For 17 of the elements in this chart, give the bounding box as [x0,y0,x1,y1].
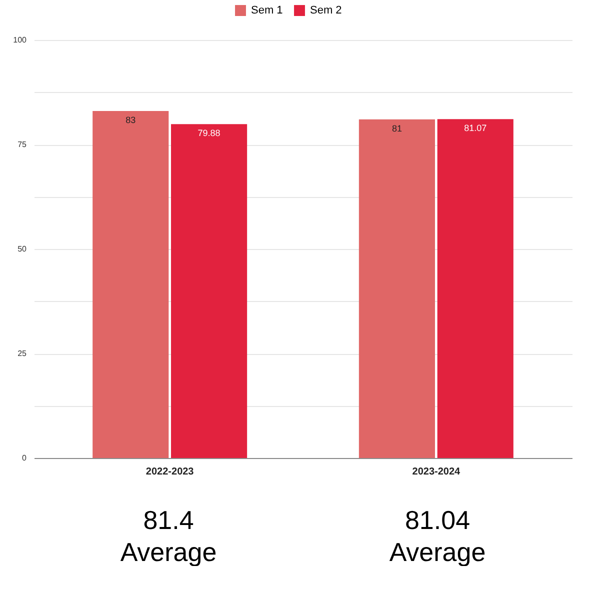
bar [171,124,248,458]
y-tick-label: 50 [18,244,28,254]
legend-label: Sem 1 [251,4,283,17]
legend-label: Sem 2 [310,4,342,17]
y-tick-label: 75 [18,140,28,149]
data-label: 83 [126,115,136,126]
y-tick-label: 0 [22,454,28,462]
bar [437,119,514,458]
x-tick-label: 2023-2024 [412,466,461,478]
y-tick-label: 25 [18,349,28,358]
bar [358,119,435,458]
bar [92,111,169,458]
y-tick-label: 100 [13,36,28,44]
data-label: 81.07 [464,123,487,134]
data-label: 81 [392,123,402,134]
x-tick-label: 2022-2023 [146,466,194,478]
data-label: 79.88 [198,128,220,138]
